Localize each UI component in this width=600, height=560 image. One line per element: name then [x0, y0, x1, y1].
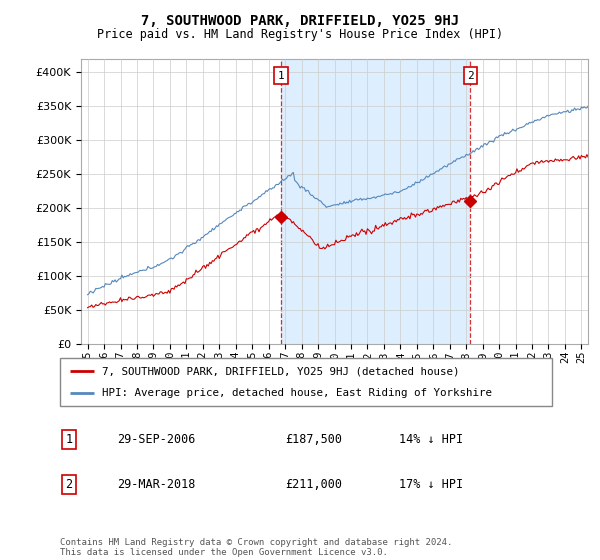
Text: 7, SOUTHWOOD PARK, DRIFFIELD, YO25 9HJ (detached house): 7, SOUTHWOOD PARK, DRIFFIELD, YO25 9HJ (…: [102, 366, 460, 376]
Text: Contains HM Land Registry data © Crown copyright and database right 2024.
This d: Contains HM Land Registry data © Crown c…: [60, 538, 452, 557]
Text: £211,000: £211,000: [285, 478, 342, 491]
Text: 2: 2: [467, 71, 473, 81]
Text: HPI: Average price, detached house, East Riding of Yorkshire: HPI: Average price, detached house, East…: [102, 388, 492, 398]
Text: Price paid vs. HM Land Registry's House Price Index (HPI): Price paid vs. HM Land Registry's House …: [97, 28, 503, 41]
Text: 17% ↓ HPI: 17% ↓ HPI: [399, 478, 463, 491]
Text: 7, SOUTHWOOD PARK, DRIFFIELD, YO25 9HJ: 7, SOUTHWOOD PARK, DRIFFIELD, YO25 9HJ: [141, 14, 459, 28]
Text: 2: 2: [65, 478, 73, 491]
Bar: [281, 59, 470, 344]
Text: 29-SEP-2006: 29-SEP-2006: [117, 433, 196, 446]
Text: 1: 1: [278, 71, 284, 81]
Text: 14% ↓ HPI: 14% ↓ HPI: [399, 433, 463, 446]
Text: 1: 1: [65, 433, 73, 446]
Text: £187,500: £187,500: [285, 433, 342, 446]
Text: 29-MAR-2018: 29-MAR-2018: [117, 478, 196, 491]
FancyBboxPatch shape: [60, 358, 552, 406]
